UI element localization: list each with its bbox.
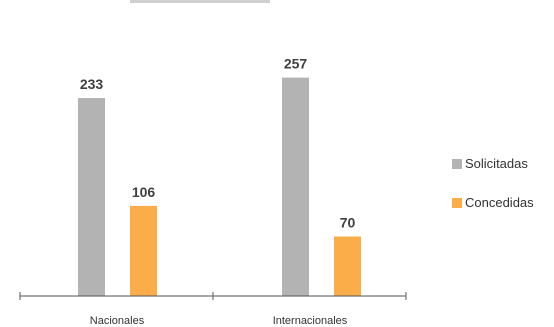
- bars-group: [78, 77, 361, 296]
- legend-label-concedidas: Concedidas: [465, 195, 534, 210]
- clipped-title-fragment: [130, 0, 270, 3]
- data-label-nacionales-concedidas: 106: [132, 184, 156, 200]
- legend-swatch-solicitadas: [452, 159, 462, 169]
- bar-internacionales-solicitadas: [282, 77, 309, 296]
- legend: Solicitadas Concedidas: [452, 156, 534, 210]
- category-label-nacionales: Nacionales: [90, 315, 145, 327]
- data-label-nacionales-solicitadas: 233: [80, 76, 104, 92]
- bar-internacionales-concedidas: [334, 236, 361, 296]
- category-label-internacionales: Internacionales: [273, 315, 348, 327]
- data-labels-group: 233 106 257 70: [80, 56, 356, 231]
- legend-label-solicitadas: Solicitadas: [465, 156, 528, 171]
- bar-nacionales-solicitadas: [78, 98, 105, 296]
- bar-nacionales-concedidas: [130, 205, 157, 296]
- data-label-internacionales-concedidas: 70: [340, 215, 356, 231]
- data-label-internacionales-solicitadas: 257: [284, 56, 308, 72]
- legend-swatch-concedidas: [452, 198, 462, 208]
